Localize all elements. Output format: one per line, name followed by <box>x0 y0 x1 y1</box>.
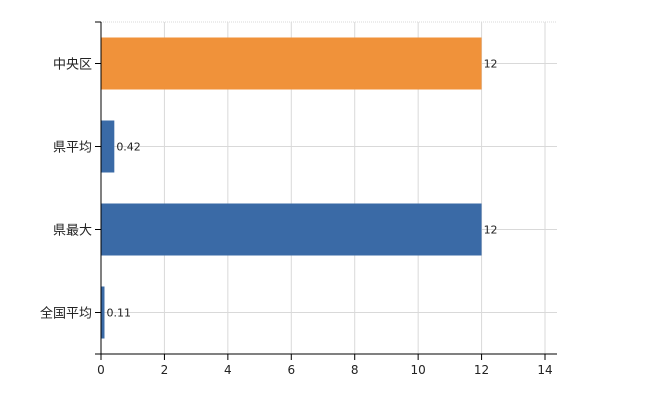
x-tick-label: 8 <box>351 363 359 377</box>
x-tick-label: 2 <box>161 363 169 377</box>
x-tick-label: 10 <box>411 363 426 377</box>
data-label: 0.42 <box>116 141 141 154</box>
category-label: 全国平均 <box>40 306 92 322</box>
x-tick-label: 14 <box>537 363 552 377</box>
data-label: 12 <box>484 58 498 71</box>
data-label: 12 <box>484 224 498 237</box>
x-tick-label: 4 <box>224 363 232 377</box>
x-tick-label: 12 <box>474 363 489 377</box>
category-label: 県最大 <box>53 224 92 239</box>
category-label: 県平均 <box>53 141 92 156</box>
bar-0 <box>101 37 482 90</box>
bar-3 <box>101 286 105 339</box>
x-tick-label: 6 <box>287 363 295 377</box>
category-label: 中央区 <box>53 58 92 73</box>
bar-1 <box>101 120 115 173</box>
x-tick-label: 0 <box>97 363 105 377</box>
bar-2 <box>101 203 482 256</box>
data-label: 0.11 <box>106 307 131 320</box>
